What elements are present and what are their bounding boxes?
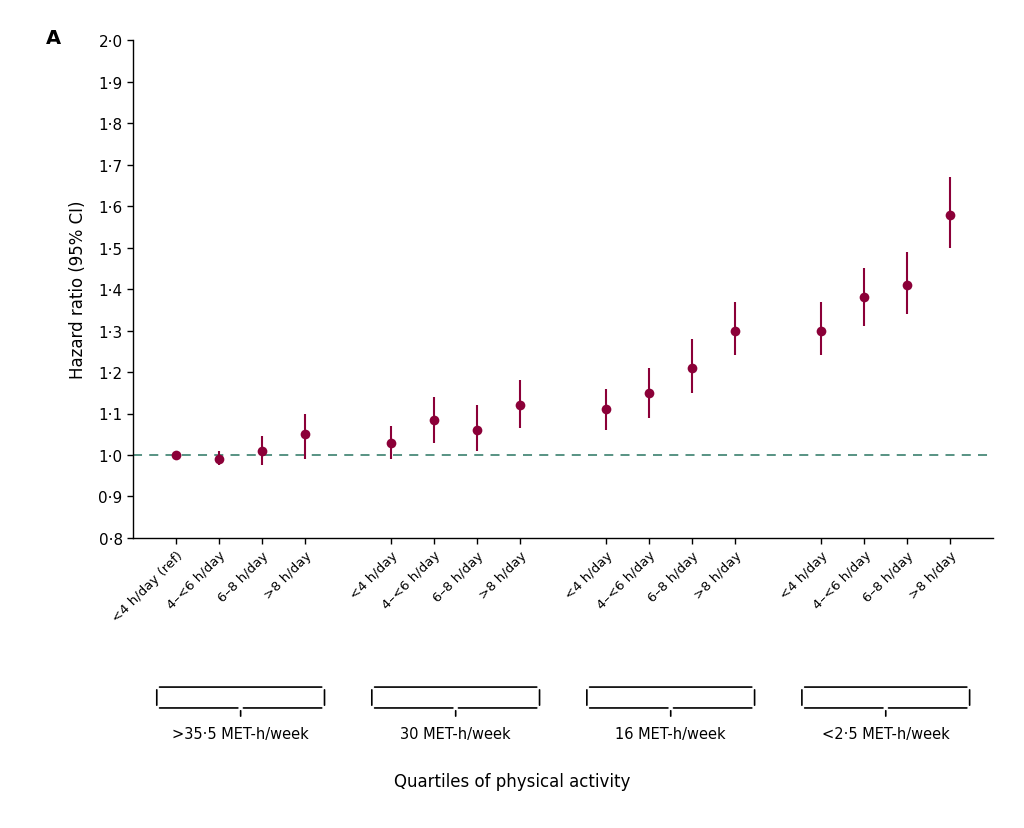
Text: Quartiles of physical activity: Quartiles of physical activity <box>394 772 630 790</box>
Text: 30 MET-h/week: 30 MET-h/week <box>400 726 511 741</box>
Text: A: A <box>46 29 61 48</box>
Text: 16 MET-h/week: 16 MET-h/week <box>615 726 726 741</box>
Text: >35·5 MET-h/week: >35·5 MET-h/week <box>172 726 309 741</box>
Y-axis label: Hazard ratio (95% CI): Hazard ratio (95% CI) <box>70 200 87 379</box>
Text: <2·5 MET-h/week: <2·5 MET-h/week <box>822 726 949 741</box>
